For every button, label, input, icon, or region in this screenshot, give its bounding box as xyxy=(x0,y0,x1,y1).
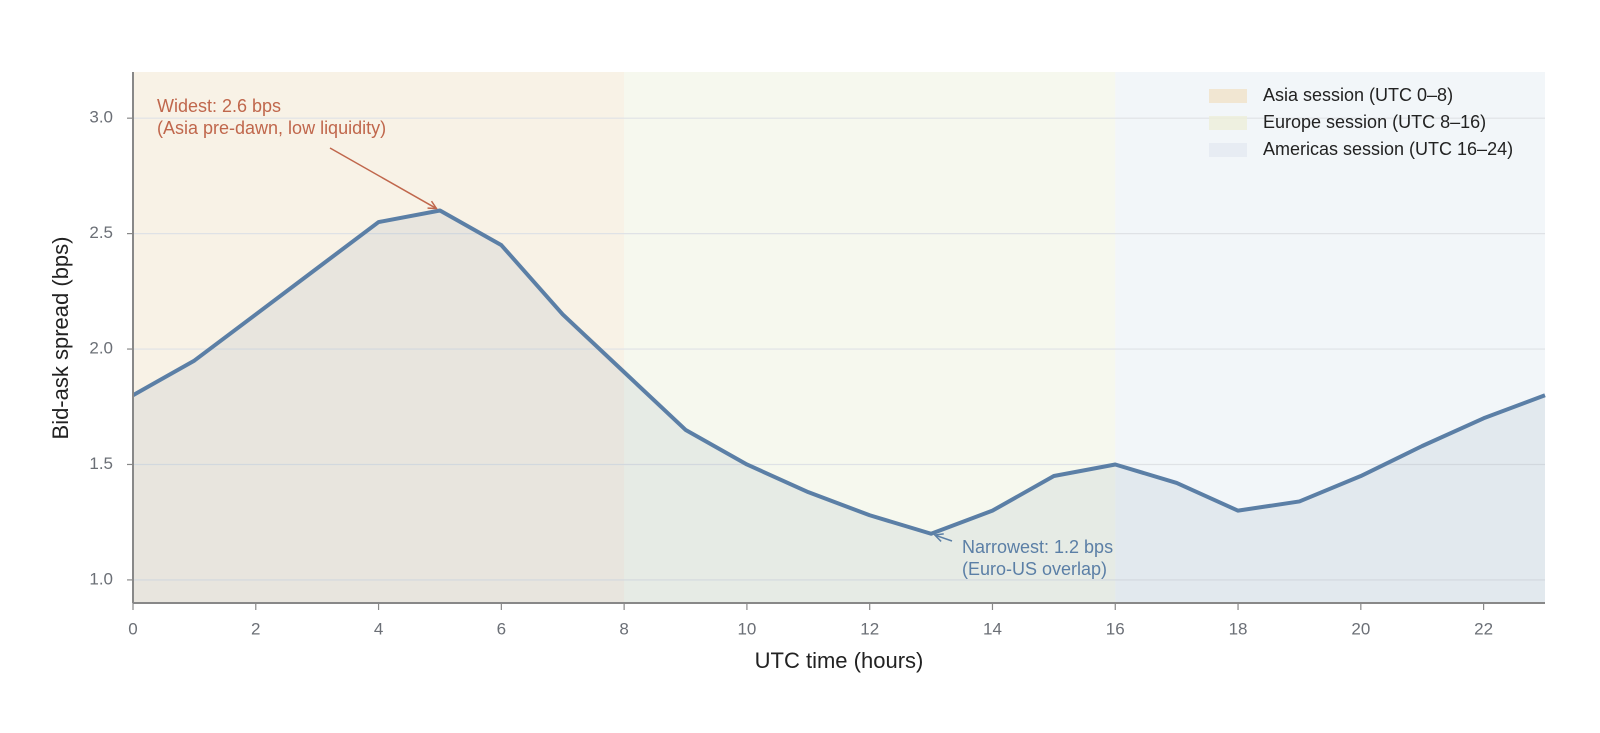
annotation-text: (Euro-US overlap) xyxy=(962,559,1107,579)
x-tick-label: 12 xyxy=(860,619,879,638)
x-axis-label: UTC time (hours) xyxy=(755,648,924,673)
annotation-text: (Asia pre-dawn, low liquidity) xyxy=(157,118,386,138)
area xyxy=(133,210,1545,604)
session-band xyxy=(1115,72,1545,603)
x-tick-label: 0 xyxy=(128,619,137,638)
y-tick-label: 3.0 xyxy=(89,108,113,127)
annotation-arrow xyxy=(935,535,953,541)
annotation-arrow xyxy=(329,147,436,209)
x-tick-label: 6 xyxy=(497,619,506,638)
annotation-text: Narrowest: 1.2 bps xyxy=(962,537,1113,557)
session-band xyxy=(133,72,625,603)
x-tick-label: 4 xyxy=(374,619,383,638)
y-tick-label: 1.5 xyxy=(89,454,113,473)
legend-label: Americas session (UTC 16–24) xyxy=(1263,139,1513,159)
legend-swatch xyxy=(1209,116,1247,130)
x-tick-label: 8 xyxy=(619,619,628,638)
line xyxy=(132,208,1546,536)
legend-label: Europe session (UTC 8–16) xyxy=(1263,112,1486,132)
x-tick-label: 14 xyxy=(983,619,1002,638)
x-tick-label: 2 xyxy=(251,619,260,638)
y-tick-label: 2.0 xyxy=(89,339,113,358)
x-tick-label: 16 xyxy=(1106,619,1125,638)
legend-label: Asia session (UTC 0–8) xyxy=(1263,85,1453,105)
legend-swatch xyxy=(1209,143,1247,157)
annotation-text: Widest: 2.6 bps xyxy=(157,96,281,116)
y-tick-label: 1.0 xyxy=(89,569,113,588)
x-tick-label: 20 xyxy=(1351,619,1370,638)
y-axis-label: Bid-ask spread (bps) xyxy=(48,237,73,440)
y-tick-label: 2.5 xyxy=(89,223,113,242)
x-tick-label: 22 xyxy=(1474,619,1493,638)
x-tick-label: 18 xyxy=(1229,619,1248,638)
x-tick-label: 10 xyxy=(737,619,756,638)
legend-swatch xyxy=(1209,89,1247,103)
